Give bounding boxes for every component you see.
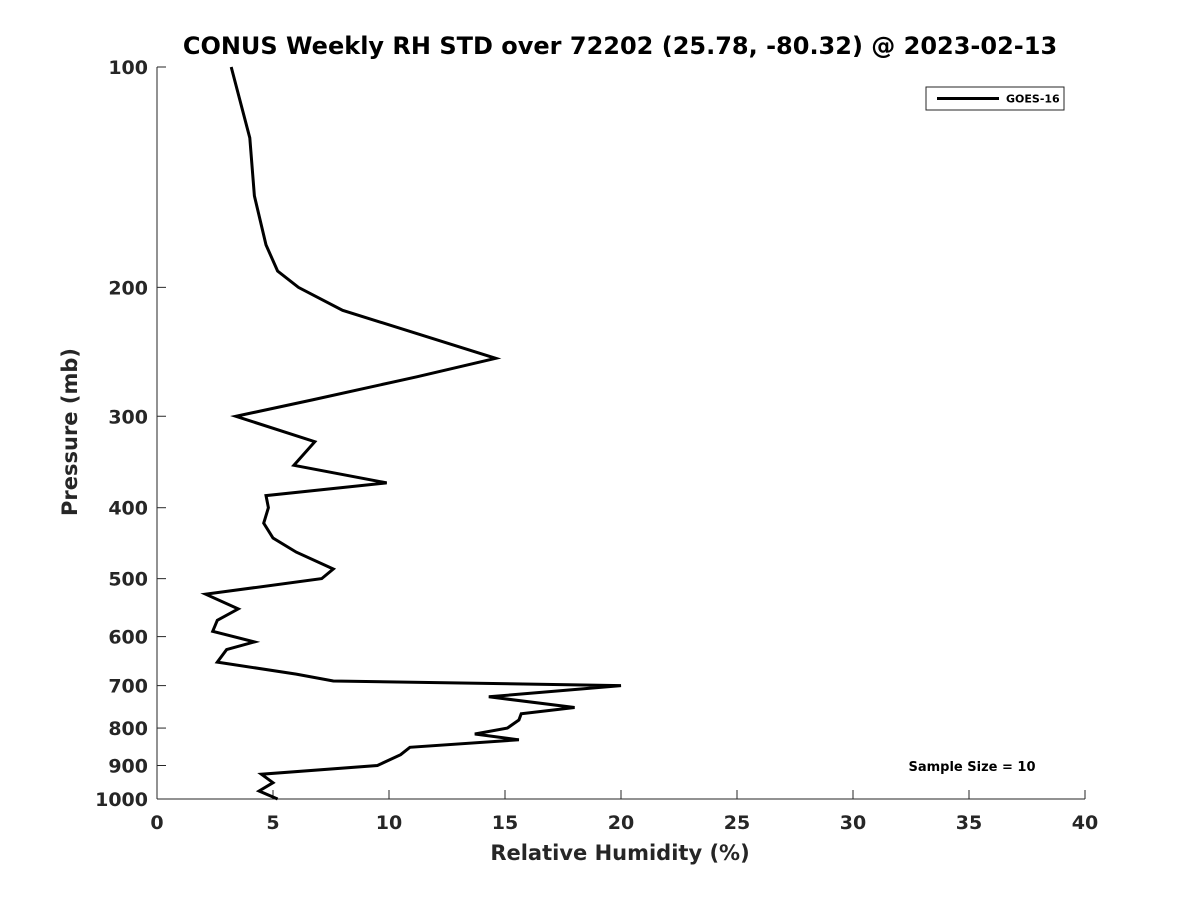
y-axis-ticks: 100 200 300 400 500 600 700 800 900 1000 [95,57,166,811]
x-tick-label: 20 [608,812,634,834]
legend-label-goes-16: GOES-16 [1006,93,1060,106]
chart-title: CONUS Weekly RH STD over 72202 (25.78, -… [183,32,1057,60]
y-tick-label: 1000 [95,789,148,811]
y-tick-label: 500 [108,569,148,591]
x-tick-label: 35 [956,812,982,834]
y-axis-label: Pressure (mb) [58,348,82,516]
x-tick-label: 5 [266,812,279,834]
sample-size-annotation: Sample Size = 10 [908,760,1035,775]
y-tick-label: 700 [108,676,148,698]
y-tick-label: 900 [108,756,148,778]
series-line-goes-16 [200,66,622,801]
y-tick-label: 800 [108,718,148,740]
y-tick-label: 200 [108,277,148,299]
x-axis-ticks: 0 5 10 15 20 25 30 35 40 [150,790,1098,834]
x-tick-label: 40 [1072,812,1098,834]
y-tick-label: 100 [108,57,148,79]
x-tick-label: 15 [492,812,518,834]
x-tick-label: 25 [724,812,750,834]
legend: GOES-16 [925,86,1065,111]
x-tick-label: 0 [150,812,163,834]
series-group [200,66,622,801]
x-axis-label: Relative Humidity (%) [490,841,749,865]
x-tick-label: 10 [376,812,402,834]
y-tick-label: 600 [108,627,148,649]
y-tick-label: 400 [108,498,148,520]
y-tick-label: 300 [108,406,148,428]
x-tick-label: 30 [840,812,866,834]
